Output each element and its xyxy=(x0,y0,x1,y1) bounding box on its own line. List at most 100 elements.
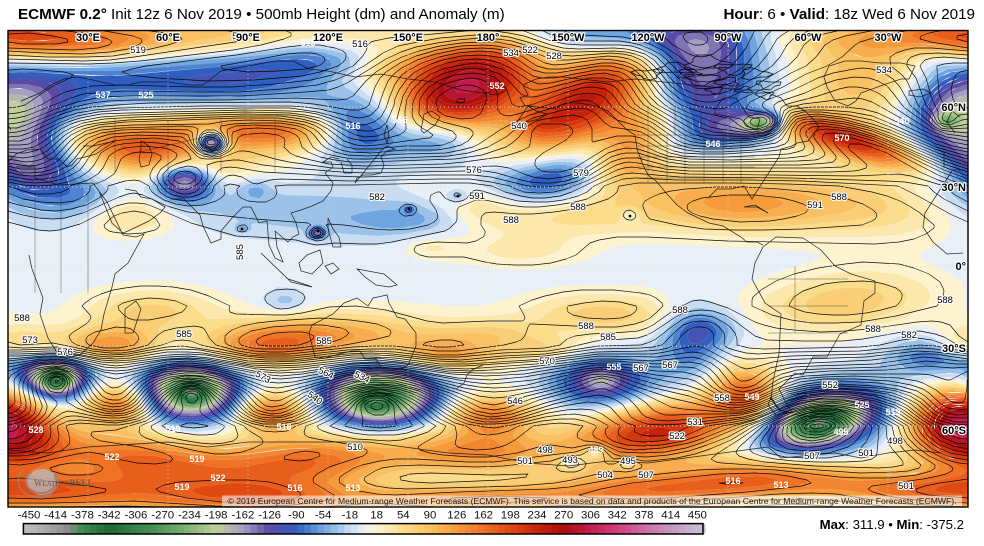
svg-text:588: 588 xyxy=(831,192,847,203)
svg-text:513: 513 xyxy=(300,38,315,48)
svg-text:519: 519 xyxy=(885,407,900,417)
svg-text:516: 516 xyxy=(287,483,302,493)
svg-text:516: 516 xyxy=(276,422,291,432)
svg-text:60°W: 60°W xyxy=(794,32,822,44)
svg-text:150°W: 150°W xyxy=(551,32,585,44)
svg-text:18: 18 xyxy=(370,510,383,522)
svg-text:54: 54 xyxy=(397,510,410,522)
svg-text:546: 546 xyxy=(705,139,720,149)
svg-text:30°W: 30°W xyxy=(874,32,902,44)
svg-text:525: 525 xyxy=(854,400,869,410)
svg-text:576: 576 xyxy=(466,165,482,176)
svg-text:534: 534 xyxy=(876,65,892,76)
svg-text:498: 498 xyxy=(537,445,553,456)
svg-text:549: 549 xyxy=(744,392,759,402)
svg-text:585: 585 xyxy=(176,329,192,340)
svg-text:-126: -126 xyxy=(258,510,281,522)
svg-text:591: 591 xyxy=(807,200,823,211)
svg-text:WEATHERBELL: WEATHERBELL xyxy=(34,478,93,488)
svg-text:120°E: 120°E xyxy=(313,32,343,44)
svg-text:-342: -342 xyxy=(98,510,121,522)
svg-text:-162: -162 xyxy=(231,510,254,522)
svg-text:522: 522 xyxy=(210,473,225,483)
svg-text:516: 516 xyxy=(352,39,368,50)
svg-text:150°E: 150°E xyxy=(393,32,423,44)
svg-text:582: 582 xyxy=(901,330,917,341)
svg-text:522: 522 xyxy=(522,45,538,56)
svg-text:525: 525 xyxy=(138,90,153,100)
svg-text:342: 342 xyxy=(608,510,627,522)
svg-text:Max: 311.9 • Min: -375.2: Max: 311.9 • Min: -375.2 xyxy=(820,517,964,532)
svg-text:519: 519 xyxy=(189,454,204,464)
svg-text:0°: 0° xyxy=(955,261,966,273)
svg-text:306: 306 xyxy=(581,510,600,522)
svg-text:576: 576 xyxy=(57,347,73,358)
svg-text:507: 507 xyxy=(804,451,820,462)
svg-text:588: 588 xyxy=(672,305,688,316)
svg-text:30°E: 30°E xyxy=(76,32,100,44)
svg-text:585: 585 xyxy=(235,244,246,260)
svg-text:528: 528 xyxy=(28,425,43,435)
svg-text:552: 552 xyxy=(489,81,504,91)
svg-text:© 2019 European Centre for Med: © 2019 European Centre for Medium-range … xyxy=(228,496,957,506)
svg-text:531: 531 xyxy=(687,417,703,428)
svg-text:579: 579 xyxy=(573,168,589,179)
svg-text:516: 516 xyxy=(345,121,360,131)
svg-text:90: 90 xyxy=(424,510,437,522)
svg-text:-306: -306 xyxy=(124,510,147,522)
svg-text:495: 495 xyxy=(833,427,848,437)
svg-text:504: 504 xyxy=(597,470,613,481)
svg-text:522: 522 xyxy=(104,452,119,462)
svg-text:585: 585 xyxy=(316,336,332,347)
svg-text:-270: -270 xyxy=(151,510,174,522)
svg-text:513: 513 xyxy=(773,480,788,490)
svg-text:582: 582 xyxy=(369,192,385,203)
svg-text:60°N: 60°N xyxy=(941,102,966,114)
svg-text:516: 516 xyxy=(725,476,740,486)
svg-text:573: 573 xyxy=(22,335,38,346)
svg-text:60°E: 60°E xyxy=(156,32,180,44)
svg-text:30°S: 30°S xyxy=(942,343,966,355)
svg-text:540: 540 xyxy=(894,116,909,126)
svg-text:-198: -198 xyxy=(205,510,228,522)
svg-text:495: 495 xyxy=(620,456,636,467)
svg-text:519: 519 xyxy=(130,45,146,56)
svg-text:378: 378 xyxy=(634,510,653,522)
svg-text:519: 519 xyxy=(174,482,189,492)
svg-text:546: 546 xyxy=(507,396,523,407)
svg-text:120°W: 120°W xyxy=(631,32,665,44)
svg-text:493: 493 xyxy=(562,455,578,466)
svg-text:-378: -378 xyxy=(71,510,94,522)
svg-text:501: 501 xyxy=(517,456,533,467)
svg-text:588: 588 xyxy=(14,313,30,324)
svg-text:501: 501 xyxy=(858,448,874,459)
svg-text:450: 450 xyxy=(688,510,707,522)
svg-text:234: 234 xyxy=(527,510,546,522)
svg-text:507: 507 xyxy=(638,470,654,481)
svg-text:510: 510 xyxy=(347,442,363,453)
svg-text:567: 567 xyxy=(633,363,649,374)
svg-text:558: 558 xyxy=(714,393,730,404)
svg-text:552: 552 xyxy=(822,380,838,391)
svg-text:-450: -450 xyxy=(18,510,41,522)
svg-text:522: 522 xyxy=(669,431,685,442)
svg-text:540: 540 xyxy=(511,121,527,132)
svg-text:-414: -414 xyxy=(44,510,67,522)
svg-text:588: 588 xyxy=(503,215,519,226)
svg-text:-90: -90 xyxy=(288,510,304,522)
svg-text:513: 513 xyxy=(345,483,360,493)
svg-text:588: 588 xyxy=(937,295,953,306)
svg-text:60°S: 60°S xyxy=(942,425,966,437)
svg-text:588: 588 xyxy=(570,202,586,213)
svg-text:162: 162 xyxy=(474,510,493,522)
svg-text:90°E: 90°E xyxy=(236,32,260,44)
svg-text:588: 588 xyxy=(578,321,594,332)
svg-text:126: 126 xyxy=(447,510,466,522)
svg-text:519: 519 xyxy=(232,31,248,42)
svg-text:537: 537 xyxy=(95,90,110,100)
svg-text:30°N: 30°N xyxy=(941,182,966,194)
svg-text:414: 414 xyxy=(661,510,680,522)
svg-text:588: 588 xyxy=(865,324,881,335)
svg-text:516: 516 xyxy=(392,115,407,125)
svg-text:534: 534 xyxy=(503,48,519,59)
